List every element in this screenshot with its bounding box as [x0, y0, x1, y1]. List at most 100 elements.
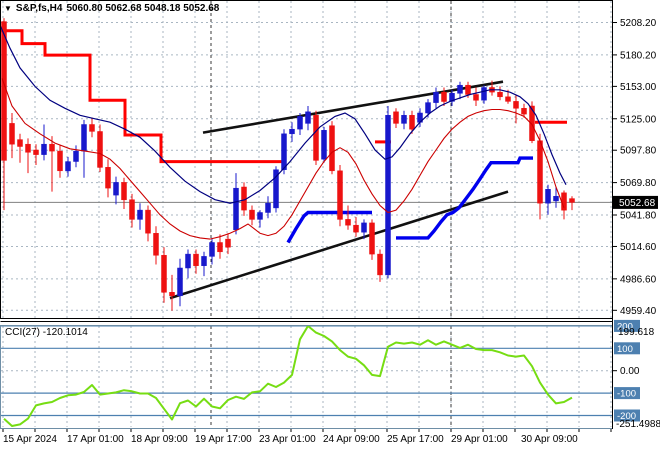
- candle-body: [313, 115, 319, 161]
- candle-body: [145, 209, 151, 234]
- blue-stop-line: [286, 210, 372, 244]
- candle-body: [105, 167, 111, 189]
- price-tick-label: 5069.80: [620, 178, 657, 189]
- price-tick-label: 5153.00: [620, 82, 657, 93]
- time-axis-label: 29 Apr 01:00: [451, 434, 508, 445]
- candle-body: [49, 143, 55, 152]
- cci-level-badge: [614, 409, 640, 422]
- candle-body: [169, 292, 175, 297]
- chart-title: ▼ S&P,fs,H4 5060.80 5062.68 5048.18 5052…: [4, 3, 219, 14]
- candle-body: [201, 256, 207, 266]
- main-plot: [1, 18, 612, 311]
- indicator-axis: 200 100 -100 -200 0.00 199.618 -251.4988: [613, 319, 660, 430]
- candle-body: [377, 253, 383, 276]
- price-tick-label: 4986.60: [620, 274, 657, 285]
- candle-body: [521, 108, 527, 115]
- candle-body: [65, 161, 71, 172]
- ma-line-red: [1, 78, 565, 240]
- candle-body: [505, 96, 511, 102]
- candle-body: [537, 140, 543, 204]
- candle-body: [465, 84, 471, 95]
- candle-body: [233, 187, 239, 231]
- candle-body: [225, 238, 231, 248]
- candle-body: [329, 125, 335, 172]
- candle-body: [257, 212, 263, 220]
- cci-zero-label: 0.00: [620, 366, 640, 377]
- chart-symbol-timeframe: S&P,fs,H4: [15, 3, 63, 14]
- cci-level-badge: [614, 342, 640, 355]
- candle-body: [401, 115, 407, 124]
- candle-body: [449, 93, 455, 102]
- lower-trendline: [169, 190, 509, 300]
- candle-body: [249, 209, 255, 220]
- price-tick-label: 5180.20: [620, 50, 657, 61]
- candle-body: [345, 219, 351, 226]
- candle-body: [25, 143, 31, 153]
- time-axis-label: 30 Apr 09:00: [521, 434, 578, 445]
- cci-level-badge: [614, 387, 640, 400]
- cci-scale-min-label: -251.4988: [616, 419, 660, 430]
- blue-stop-line: [396, 156, 533, 240]
- candle-body: [497, 91, 503, 98]
- cci-scale-max-label: 199.618: [618, 327, 655, 338]
- candle-body: [17, 139, 23, 147]
- sub-window-frame: [0, 325, 613, 429]
- candle-body: [385, 115, 391, 276]
- price-tick-label: 5208.20: [620, 18, 657, 29]
- candle-body: [265, 202, 271, 213]
- candle-body: [73, 150, 79, 162]
- candle-body: [273, 169, 279, 209]
- candle-body: [153, 233, 159, 256]
- candle-body: [113, 182, 119, 196]
- candles: [1, 18, 575, 311]
- time-axis-label: 23 Apr 01:00: [259, 434, 316, 445]
- candle-body: [369, 222, 375, 255]
- candle-body: [569, 198, 575, 203]
- candle-body: [289, 128, 295, 135]
- cci-line: [3, 326, 573, 427]
- frames: [0, 0, 613, 429]
- price-tick-label: 4959.40: [620, 306, 657, 317]
- candle-body: [457, 84, 463, 94]
- price-tick-label: 5014.60: [620, 242, 657, 253]
- current-price-badge-label: 5052.68: [619, 198, 656, 209]
- candle-body: [41, 143, 47, 155]
- candle-body: [121, 182, 127, 201]
- candle-body: [441, 91, 447, 102]
- symbol-dropdown-icon[interactable]: ▼: [4, 3, 12, 13]
- candle-body: [9, 123, 15, 145]
- time-axis-label: 18 Apr 09:00: [131, 434, 188, 445]
- time-axis-label: 25 Apr 17:00: [387, 434, 444, 445]
- price-tick-label: 5041.80: [620, 211, 657, 222]
- candle-body: [209, 242, 215, 257]
- candle-body: [409, 115, 415, 130]
- candle-body: [321, 130, 327, 160]
- candle-body: [177, 267, 183, 297]
- time-axis-label: 15 Apr 2024: [3, 434, 57, 445]
- candle-body: [481, 87, 487, 101]
- candle-body: [137, 209, 143, 220]
- candle-body: [545, 189, 551, 204]
- current-price-badge: [613, 195, 658, 209]
- price-tick-label: 5097.80: [620, 146, 657, 157]
- candle-body: [305, 111, 311, 124]
- candle-body: [97, 131, 103, 168]
- upper-trendline: [202, 80, 504, 134]
- cci-level-badge-label: -100: [617, 389, 636, 400]
- candle-body: [33, 149, 39, 155]
- price-tick-label: 5125.00: [620, 114, 657, 125]
- candle-body: [513, 101, 519, 109]
- candle-body: [281, 133, 287, 170]
- candle-body: [473, 94, 479, 101]
- candle-body: [361, 222, 367, 233]
- candle-body: [129, 199, 135, 220]
- time-axis-label: 24 Apr 09:00: [323, 434, 380, 445]
- candle-body: [553, 196, 559, 202]
- time-axis-label: 17 Apr 01:00: [67, 434, 124, 445]
- candle-body: [81, 124, 87, 152]
- indicator-plot: [3, 326, 573, 427]
- ma-line-navy: [1, 25, 567, 204]
- candle-body: [297, 116, 303, 130]
